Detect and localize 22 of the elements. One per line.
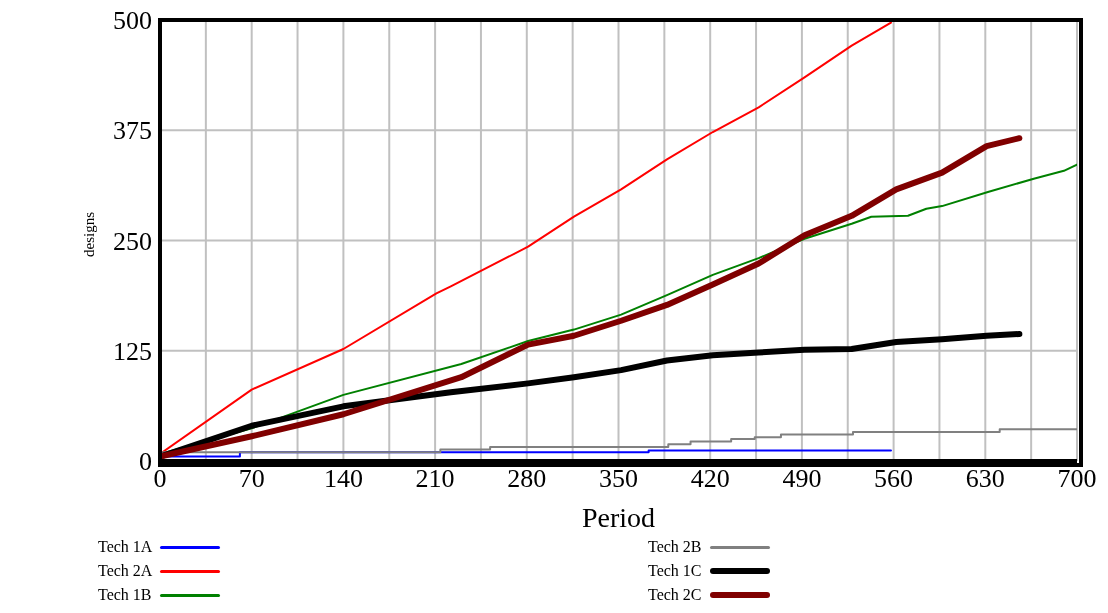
x-tick-label: 210 bbox=[415, 464, 455, 494]
x-tick-label: 280 bbox=[507, 464, 547, 494]
x-tick-label: 490 bbox=[782, 464, 822, 494]
legend-label: Tech 1C bbox=[648, 562, 702, 580]
x-tick-label: 350 bbox=[599, 464, 638, 494]
legend-label: Tech 1A bbox=[98, 538, 153, 556]
y-tick-label: 125 bbox=[113, 336, 152, 366]
legend-label: Tech 2B bbox=[648, 538, 702, 556]
legend-label: Tech 2A bbox=[98, 562, 153, 580]
legend-label: Tech 1B bbox=[98, 586, 152, 604]
y-tick-label: 500 bbox=[113, 6, 152, 36]
y-tick-label: 250 bbox=[113, 226, 152, 256]
x-tick-label: 560 bbox=[874, 464, 914, 494]
x-axis-title: Period bbox=[581, 502, 656, 533]
y-axis-title: designs bbox=[80, 212, 98, 257]
x-tick-label: 140 bbox=[323, 464, 363, 494]
x-tick-label: 420 bbox=[690, 464, 730, 494]
y-tick-label: 375 bbox=[113, 116, 152, 146]
x-tick-label: 700 bbox=[1057, 464, 1097, 494]
x-tick-label: 630 bbox=[965, 464, 1005, 494]
legend-label: Tech 2C bbox=[648, 586, 702, 604]
x-tick-label: 70 bbox=[238, 464, 265, 494]
